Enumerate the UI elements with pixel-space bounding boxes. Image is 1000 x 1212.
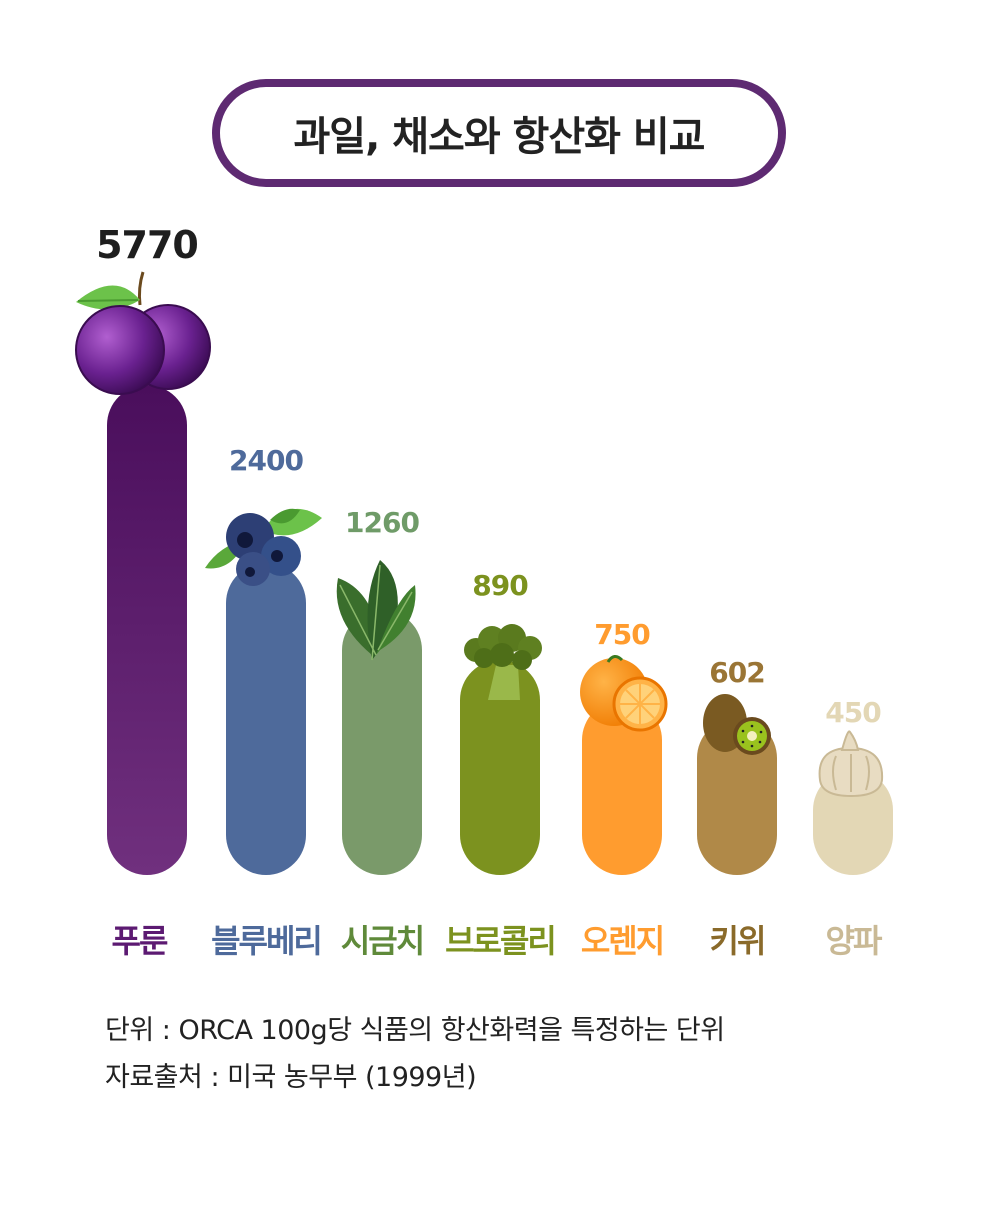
value-label-6: 602 [709, 656, 764, 689]
bar-4 [460, 660, 540, 875]
spinach-icon [336, 560, 416, 661]
category-label-1: 푸룬 [112, 922, 168, 960]
value-label-7: 450 [825, 696, 881, 729]
bar-6 [697, 718, 777, 875]
garlic-icon [818, 730, 884, 798]
value-label-2: 2400 [229, 444, 303, 477]
category-label-3: 시금치 [341, 922, 423, 960]
category-label-7: 양파 [826, 922, 883, 960]
category-label-2: 블루베리 [211, 922, 321, 960]
title-box: 과일, 채소와 항산화 비교 [212, 79, 786, 187]
broccoli-icon [464, 624, 542, 700]
category-label-6: 키위 [710, 922, 765, 960]
source-note: 자료출처 : 미국 농무부 (1999년) [105, 1062, 477, 1093]
unit-note: 단위 : ORCA 100g당 식품의 항산화력을 특정하는 단위 [105, 1015, 725, 1046]
bar-1 [107, 385, 187, 875]
value-label-4: 890 [472, 569, 528, 602]
plum-icon [75, 271, 211, 395]
kiwi-icon [703, 694, 771, 755]
bar-7 [813, 770, 893, 875]
category-label-5: 오렌지 [581, 922, 663, 960]
bar-2 [226, 563, 306, 875]
category-label-4: 브로콜리 [445, 922, 555, 960]
value-label-5: 750 [594, 618, 650, 651]
bar-3 [342, 610, 422, 875]
chart-title: 과일, 채소와 항산화 비교 [293, 114, 706, 160]
value-label-3: 1260 [345, 506, 419, 539]
blueberry-icon [205, 508, 322, 586]
value-label-1: 5770 [96, 223, 198, 267]
orange-icon [580, 655, 668, 732]
bar-5 [582, 700, 662, 875]
